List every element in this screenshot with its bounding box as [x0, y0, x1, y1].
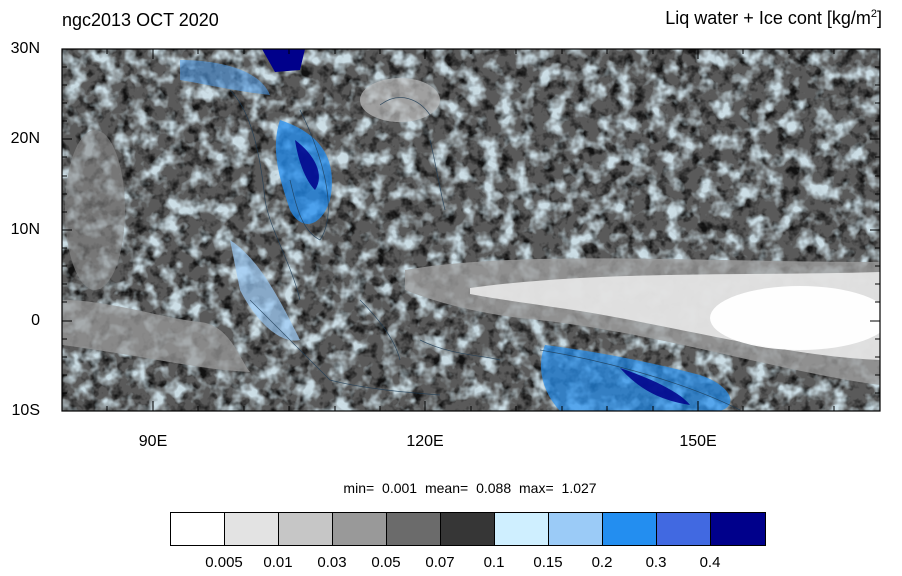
- colorbar-level-label: 0.3: [645, 554, 667, 571]
- colorbar-box: [279, 513, 333, 545]
- colorbar-box: [549, 513, 603, 545]
- map-canvas: [61, 48, 881, 412]
- colorbar-level-label: 0.2: [591, 554, 613, 571]
- lon-label-150e: 150E: [679, 433, 717, 450]
- min-value: 0.001: [382, 480, 418, 496]
- colorbar-level-label: 0.005: [205, 554, 243, 571]
- unit-superscript: 2: [870, 8, 877, 20]
- mean-value: 0.088: [476, 480, 512, 496]
- lon-label-120e: 120E: [406, 433, 444, 450]
- lat-label-30n: 30N: [10, 40, 40, 57]
- coastlines: [229, 89, 741, 411]
- max-value: 1.027: [561, 480, 597, 496]
- map-title-right: Liq water + Ice cont [kg/m2]: [665, 8, 882, 29]
- colorbar-level-label: 0.01: [263, 554, 293, 571]
- field-statistics: min= 0.001 mean= 0.088 max= 1.027: [0, 480, 902, 496]
- lat-label-10n: 10N: [10, 221, 40, 238]
- lat-label-20n: 20N: [10, 130, 40, 147]
- lat-label-equator: 0: [31, 312, 40, 329]
- colorbar-level-label: 0.03: [317, 554, 347, 571]
- mean-label: mean=: [424, 480, 469, 496]
- axis-ticks: [62, 48, 880, 412]
- colorbar-level-label: 0.05: [371, 554, 401, 571]
- colorbar-box: [171, 513, 225, 545]
- colorbar: [170, 512, 766, 546]
- colorbar-box: [657, 513, 711, 545]
- colorbar-level-label: 0.15: [533, 554, 563, 571]
- map-field: [62, 49, 880, 411]
- map-title-left: ngc2013 OCT 2020: [62, 10, 219, 30]
- lat-label-10s: 10S: [11, 402, 40, 419]
- min-label: min=: [343, 480, 375, 496]
- colorbar-box: [603, 513, 657, 545]
- colorbar-box: [333, 513, 387, 545]
- lon-label-90e: 90E: [138, 433, 168, 450]
- western-dry-band: [62, 300, 250, 372]
- colorbar-box: [711, 513, 765, 545]
- colorbar-box: [495, 513, 549, 545]
- colorbar-box: [387, 513, 441, 545]
- colorbar-box: [441, 513, 495, 545]
- wet-region-tibet: [262, 49, 305, 72]
- colorbar-box: [225, 513, 279, 545]
- colorbar-level-label: 0.07: [425, 554, 455, 571]
- variable-name: Liq water + Ice cont [kg/m: [665, 8, 871, 28]
- max-label: max=: [519, 480, 554, 496]
- colorbar-level-label: 0.1: [483, 554, 505, 571]
- colorbar-level-label: 0.4: [699, 554, 721, 571]
- unit-close: ]: [876, 8, 882, 28]
